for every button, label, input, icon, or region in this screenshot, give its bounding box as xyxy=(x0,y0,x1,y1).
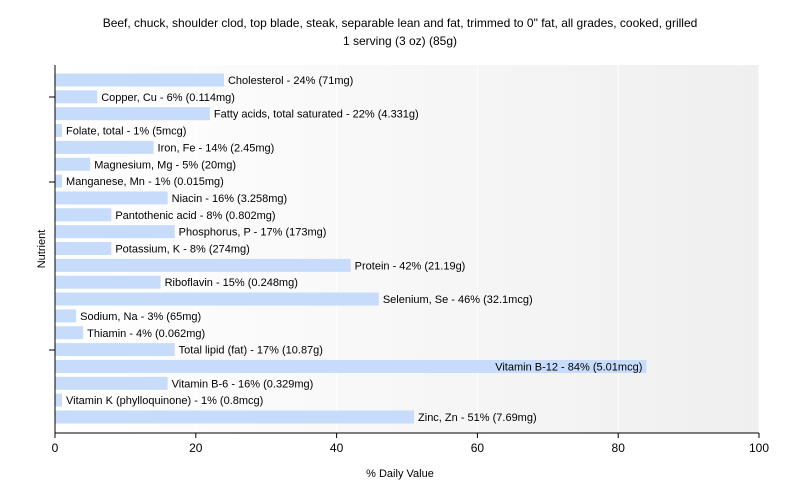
bar xyxy=(55,309,77,323)
bars xyxy=(55,73,647,424)
x-axis-ticks: 0 20 40 60 80 100 xyxy=(52,433,769,455)
bar xyxy=(55,90,98,104)
y-axis-ticks xyxy=(49,96,55,351)
bar-label: Sodium, Na - 3% (65mg) xyxy=(80,311,201,323)
bar-label: Folate, total - 1% (5mcg) xyxy=(66,126,186,138)
bar xyxy=(55,326,84,340)
bar xyxy=(55,124,63,138)
bar xyxy=(55,225,175,239)
x-tick-label: 40 xyxy=(330,441,344,455)
bar-label: Vitamin B-12 - 84% (5.01mcg) xyxy=(495,361,642,373)
bar-label: Iron, Fe - 14% (2.45mg) xyxy=(158,142,275,154)
bar-label: Vitamin B-6 - 16% (0.329mg) xyxy=(172,378,314,390)
bar xyxy=(55,275,161,289)
bar xyxy=(55,174,63,188)
bar-label: Total lipid (fat) - 17% (10.87g) xyxy=(179,345,323,357)
bar-label: Vitamin K (phylloquinone) - 1% (0.8mcg) xyxy=(66,395,263,407)
bar xyxy=(55,292,379,306)
bar xyxy=(55,191,168,205)
bar xyxy=(55,140,154,154)
bar-label: Zinc, Zn - 51% (7.69mg) xyxy=(418,412,537,424)
bar-label: Cholesterol - 24% (71mg) xyxy=(228,75,353,87)
x-tick-label: 20 xyxy=(189,441,203,455)
bar-label: Riboflavin - 15% (0.248mg) xyxy=(165,277,298,289)
bar xyxy=(55,359,647,373)
x-tick-label: 60 xyxy=(471,441,485,455)
bar xyxy=(55,157,91,171)
bar-label: Magnesium, Mg - 5% (20mg) xyxy=(94,159,236,171)
x-tick-label: 100 xyxy=(749,441,769,455)
chart-subtitle: 1 serving (3 oz) (85g) xyxy=(343,34,457,48)
bar xyxy=(55,107,210,121)
bar-label: Fatty acids, total saturated - 22% (4.33… xyxy=(214,109,419,121)
bar xyxy=(55,393,63,407)
bar xyxy=(55,343,175,357)
chart-title: Beef, chuck, shoulder clod, top blade, s… xyxy=(103,16,698,30)
bar-label: Protein - 42% (21.19g) xyxy=(355,260,466,272)
bar xyxy=(55,410,415,424)
bar xyxy=(55,376,168,390)
bar xyxy=(55,208,112,222)
bar xyxy=(55,73,224,87)
x-tick-label: 80 xyxy=(612,441,626,455)
bar-label: Manganese, Mn - 1% (0.015mg) xyxy=(66,176,224,188)
bar-label: Potassium, K - 8% (274mg) xyxy=(115,244,250,256)
bar-label: Phosphorus, P - 17% (173mg) xyxy=(179,227,327,239)
x-tick-label: 0 xyxy=(52,441,59,455)
bar-label: Pantothenic acid - 8% (0.802mg) xyxy=(115,210,275,222)
bar-label: Niacin - 16% (3.258mg) xyxy=(172,193,288,205)
bar-label: Copper, Cu - 6% (0.114mg) xyxy=(101,92,235,104)
y-axis-title: Nutrient xyxy=(36,230,48,269)
bar xyxy=(55,258,351,272)
bar-label: Thiamin - 4% (0.062mg) xyxy=(87,328,205,340)
bar-label: Selenium, Se - 46% (32.1mcg) xyxy=(383,294,533,306)
bar xyxy=(55,242,112,255)
bar-labels: Cholesterol - 24% (71mg) Copper, Cu - 6% … xyxy=(66,75,642,424)
x-axis-title: % Daily Value xyxy=(366,468,434,480)
